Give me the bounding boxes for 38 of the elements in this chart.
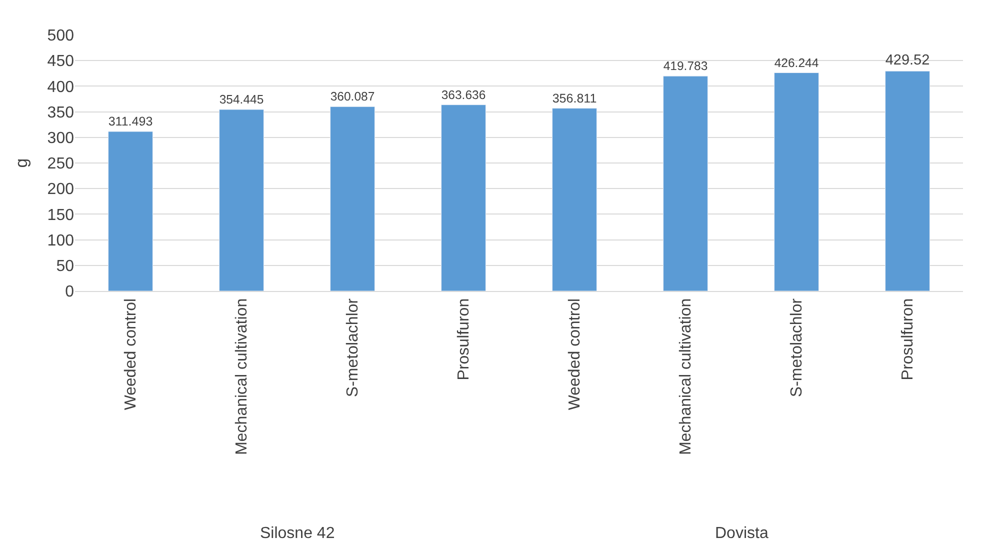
data-label: 419.783 — [663, 59, 708, 74]
y-axis-title: g — [12, 158, 31, 168]
text: Silosne 42 — [260, 525, 335, 542]
x-tick-label: Mechanical cultivation — [234, 298, 251, 455]
y-tick-label: 400 — [47, 78, 74, 96]
data-label: 311.493 — [108, 114, 153, 129]
x-tick-label: Weeded control — [566, 298, 584, 410]
x-tick-label: Prosulfuron — [456, 298, 473, 380]
y-tick-label: 0 — [65, 284, 74, 301]
bar — [219, 109, 264, 291]
y-tick-label: 100 — [47, 232, 74, 250]
data-label: 429.52 — [885, 52, 930, 69]
y-tick-label: 200 — [47, 181, 74, 198]
y-tick-label: 500 — [47, 28, 74, 45]
bar — [885, 70, 930, 291]
x-tick-label: S-metolachlor — [788, 298, 806, 398]
y-tick-label: 350 — [47, 104, 74, 122]
bar — [774, 72, 819, 291]
data-label: 426.244 — [774, 56, 819, 70]
bar — [663, 76, 708, 291]
y-tick-label: 150 — [47, 206, 74, 224]
y-tick-label: 450 — [47, 53, 74, 70]
bar — [552, 108, 597, 291]
data-label: 363.636 — [441, 88, 486, 102]
data-label: 360.087 — [330, 90, 375, 104]
bar — [441, 104, 486, 291]
y-tick-label: 250 — [47, 156, 74, 173]
x-tick-label: Weeded control — [122, 298, 140, 410]
y-tick-label: 300 — [47, 130, 74, 147]
bar — [108, 131, 153, 291]
data-label: 354.445 — [219, 92, 264, 107]
data-label: 356.811 — [552, 91, 597, 106]
bar — [330, 106, 375, 291]
x-tick-label: Mechanical cultivation — [678, 298, 695, 455]
x-tick-label: S-metolachlor — [344, 298, 362, 398]
y-tick-label: 50 — [56, 258, 74, 275]
text: Dovista — [715, 525, 768, 542]
x-tick-label: Prosulfuron — [900, 298, 917, 380]
